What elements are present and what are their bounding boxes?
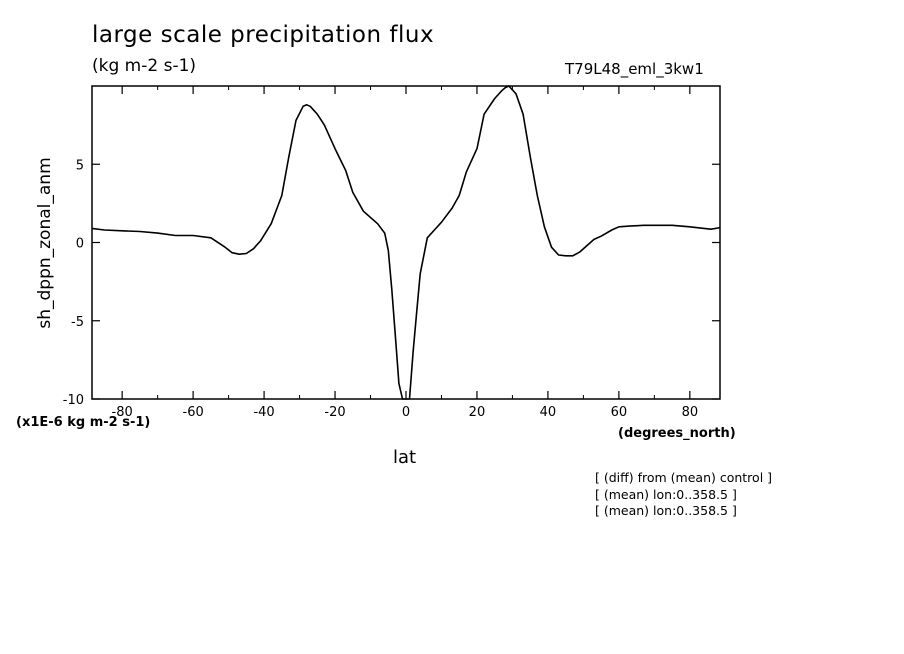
y-scale-label: (x1E-6 kg m-2 s-1) [16, 415, 151, 430]
y-tick-label: -10 [63, 393, 84, 408]
x-units-label: (degrees_north) [618, 426, 736, 441]
note-mean-lon-2: [ (mean) lon:0..358.5 ] [595, 503, 737, 518]
plot-frame [91, 85, 721, 400]
x-tick-label: -60 [183, 405, 204, 420]
x-tick-label: 20 [469, 405, 486, 420]
note-mean-lon-1: [ (mean) lon:0..358.5 ] [595, 487, 737, 502]
y-tick-label: 0 [76, 237, 84, 252]
chart-title: large scale precipitation flux [92, 22, 435, 48]
y-tick-label: 5 [76, 158, 84, 173]
x-tick-label: -80 [112, 405, 133, 420]
chart-units: (kg m-2 s-1) [92, 56, 197, 76]
x-tick-label: 80 [682, 405, 699, 420]
x-tick-label: -40 [253, 405, 274, 420]
run-id-label: T79L48_eml_3kw1 [565, 60, 704, 78]
x-axis-label: lat [393, 447, 417, 468]
series-line [91, 85, 721, 400]
x-tick-label: 60 [611, 405, 628, 420]
y-tick-label: -5 [71, 315, 84, 330]
x-tick-label: -20 [324, 405, 345, 420]
x-tick-label: 0 [402, 405, 410, 420]
note-diff: [ (diff) from (mean) control ] [595, 470, 773, 485]
x-tick-label: 40 [540, 405, 557, 420]
